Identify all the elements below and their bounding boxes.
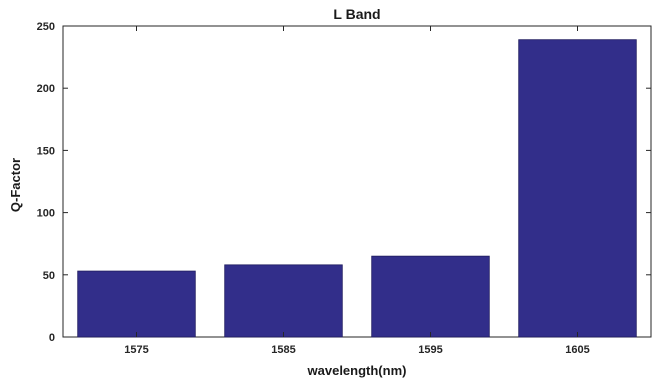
plot-frame xyxy=(62,25,652,338)
chart-title: L Band xyxy=(333,6,380,22)
plot-area: 1575 1585 1595 1605 0 50 100 150 200 250 xyxy=(37,21,652,356)
x-axis-label: wavelength(nm) xyxy=(307,363,407,378)
y-tick-label: 100 xyxy=(37,208,55,220)
x-tick-label: 1575 xyxy=(124,344,148,356)
y-tick-label: 250 xyxy=(37,21,55,33)
x-tick-label: 1595 xyxy=(418,344,442,356)
y-tick-label: 50 xyxy=(43,270,55,282)
bar-1575 xyxy=(77,270,196,338)
y-tick-label: 150 xyxy=(37,145,55,157)
x-tick-label: 1585 xyxy=(271,344,295,356)
x-tick-label: 1605 xyxy=(565,344,589,356)
y-tick-label: 0 xyxy=(49,332,55,344)
bar-1585 xyxy=(224,264,343,338)
bar-1605 xyxy=(518,39,637,338)
y-tick-label: 200 xyxy=(37,83,55,95)
y-axis-label: Q-Factor xyxy=(8,158,23,212)
bar-1595 xyxy=(371,255,490,338)
